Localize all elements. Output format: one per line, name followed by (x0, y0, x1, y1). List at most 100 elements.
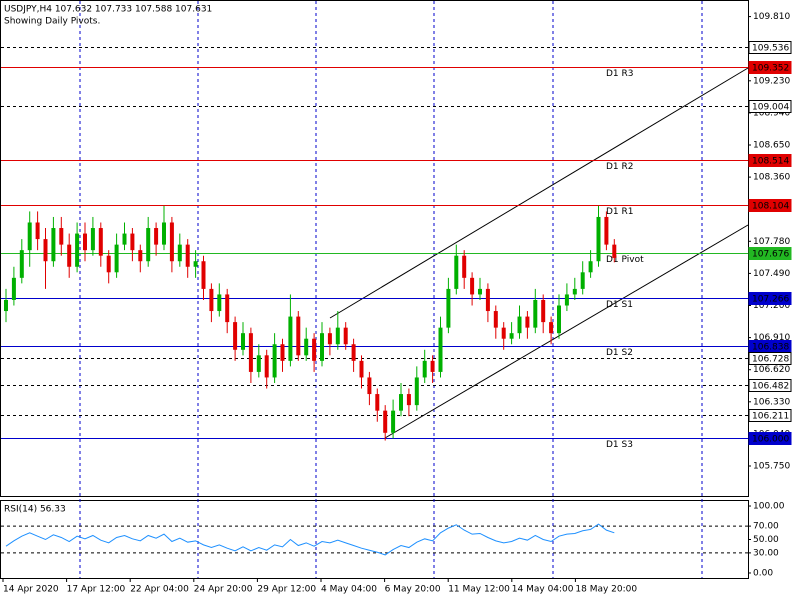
price-box (748, 61, 792, 74)
price-box-label: 107.266 (752, 295, 789, 305)
price-box (748, 247, 792, 260)
y-tick-label: 109.810 (753, 12, 790, 22)
candle-body (493, 311, 498, 328)
candle-body (399, 394, 403, 411)
price-box (748, 199, 792, 212)
price-box-label: 107.676 (752, 250, 789, 260)
candle-body (580, 272, 585, 289)
candle-body (217, 294, 222, 312)
candle-body (162, 222, 166, 245)
y-tick-label: 107.490 (753, 269, 790, 279)
candle-body (320, 333, 324, 361)
main-panel (0, 0, 749, 497)
rsi-tick-label: 30.00 (753, 548, 779, 558)
candle-body (19, 250, 24, 278)
x-tick-label: 6 May 20:00 (385, 585, 441, 595)
price-box-label: 108.514 (752, 157, 789, 167)
price-box-label: 106.838 (752, 343, 789, 353)
y-tick-label: 107.200 (753, 301, 790, 311)
price-box (748, 292, 792, 305)
candle-body (106, 255, 111, 273)
candle-body (438, 327, 443, 372)
candle-body (470, 277, 475, 295)
candle-body (375, 394, 380, 411)
candle-body (98, 228, 103, 256)
price-box (748, 41, 792, 54)
candle-body (154, 228, 159, 245)
candle-body (367, 377, 372, 395)
channel-line (384, 224, 749, 439)
candle-body (564, 294, 569, 306)
price-box-label: 106.482 (752, 382, 789, 392)
candle-body (501, 327, 506, 339)
candle-body (533, 299, 538, 328)
x-tick-label: 14 May 04:00 (512, 585, 574, 595)
candle-body (541, 299, 546, 323)
y-tick-label: 108.940 (753, 108, 790, 118)
x-tick-label: 18 May 20:00 (575, 585, 637, 595)
x-tick-label: 4 May 04:00 (321, 585, 377, 595)
candle-body (509, 333, 514, 339)
candle-body (462, 255, 467, 278)
x-tick-label: 14 Apr 2020 (3, 585, 59, 595)
candle-body (422, 360, 427, 378)
candle-body (4, 299, 8, 312)
candle-body (59, 228, 64, 245)
y-tick-label: 108.650 (753, 141, 790, 151)
candle-body (169, 222, 174, 262)
pivot-name: D1 S1 (606, 300, 633, 310)
candle-body (256, 355, 261, 372)
price-box (748, 409, 792, 422)
candle-body (517, 316, 522, 334)
pivot-name: D1 R1 (606, 207, 634, 217)
channel-line (329, 67, 749, 319)
candle-body (327, 333, 332, 345)
price-box-label: 109.004 (752, 103, 789, 113)
candle-body (83, 233, 87, 251)
x-tick-label: 22 Apr 04:00 (130, 585, 189, 595)
candle-body (430, 360, 435, 372)
candle-body (572, 288, 577, 295)
candle-body (406, 394, 411, 406)
candle-body (138, 250, 143, 262)
candle-body (241, 333, 245, 350)
candle-body (75, 233, 80, 267)
candle-body (525, 316, 530, 328)
rsi-panel (0, 500, 749, 579)
candle-body (351, 344, 356, 361)
candle-body (209, 288, 214, 312)
price-box (748, 154, 792, 167)
rsi-tick-label: 50.00 (753, 535, 779, 545)
candle-body (304, 338, 309, 356)
price-box-label: 109.536 (752, 44, 789, 54)
y-tick-label: 109.230 (753, 76, 790, 86)
candle-body (288, 316, 293, 361)
rsi-label: RSI(14) 56.33 (4, 505, 66, 515)
pivot-name: D1 R3 (606, 69, 634, 79)
candle-body (264, 355, 269, 378)
price-box-label: 106.000 (752, 435, 789, 445)
candle-body (335, 327, 340, 345)
candle-body (343, 327, 348, 345)
y-tick-label: 108.360 (753, 173, 790, 183)
candle-body (557, 305, 561, 334)
pivot-name: D1 S3 (606, 440, 633, 450)
y-tick-label: 106.330 (753, 397, 790, 407)
x-tick-label: 11 May 12:00 (448, 585, 510, 595)
price-box (748, 432, 792, 445)
candle-body (146, 228, 151, 262)
candle-body (122, 233, 127, 245)
pivot-name: D1 R2 (606, 162, 634, 172)
price-box-label: 109.352 (752, 64, 789, 74)
pivot-name: D1 Pivot (606, 255, 644, 265)
x-tick-label: 29 Apr 12:00 (257, 585, 316, 595)
candle-body (391, 410, 396, 433)
price-box (748, 379, 792, 392)
candle-body (114, 244, 119, 273)
rsi-tick-label: 70.00 (753, 522, 779, 532)
pivot-name: D1 S2 (606, 348, 633, 358)
candle-body (446, 288, 451, 328)
candle-body (312, 338, 317, 361)
chart-subtitle: Showing Daily Pivots. (4, 17, 100, 27)
